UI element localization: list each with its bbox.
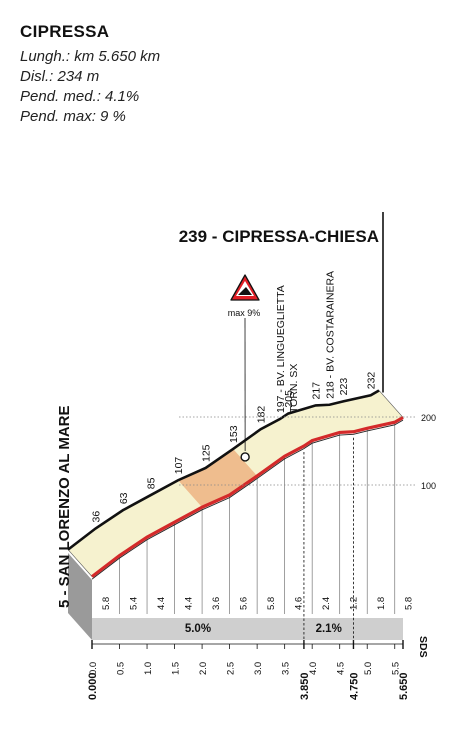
point-label-1: 63 <box>118 492 130 504</box>
segment-gradient-9: 1.2 <box>348 597 359 610</box>
y-tick-label-1: 200 <box>421 413 436 423</box>
marker-dot <box>240 452 250 462</box>
point-label-4: 125 <box>201 444 213 462</box>
segment-gradient-2: 4.4 <box>156 597 167 610</box>
point-label-7: 197 - BV. LINGUEGLIETTA <box>275 285 287 413</box>
start-side-face <box>68 553 92 640</box>
point-label-11: 218 - BV. COSTARAINERA <box>324 271 336 399</box>
x-tick-label-6: 3.0 <box>253 662 264 675</box>
y-tick-label-0: 100 <box>421 481 436 491</box>
length-stat: Lungh.: km 5.650 km <box>20 48 161 65</box>
distance-mark-label-2: 4.750 <box>348 672 360 700</box>
point-label-6: 182 <box>256 406 268 424</box>
climb-info: CIPRESSA Lungh.: km 5.650 km Disl.: 234 … <box>20 22 160 127</box>
road-front-shadow <box>91 419 404 580</box>
road-line <box>67 389 380 551</box>
avg-gradient-stat: Pend. med.: 4.1% <box>20 88 140 105</box>
point-label-2: 85 <box>146 477 158 489</box>
point-label-5: 153 <box>228 425 240 443</box>
x-tick-label-3: 1.5 <box>171 662 182 675</box>
point-label-13: 232 <box>366 372 378 390</box>
segment-gradient-6: 5.8 <box>266 597 277 610</box>
point-label-12: 223 <box>338 378 350 396</box>
road-label: SDS <box>417 636 429 658</box>
warning-icon-slope <box>238 287 252 295</box>
max-gradient-label: max 9% <box>228 308 261 318</box>
distance-mark-label-0: 0.000 <box>87 672 99 700</box>
gradient-bar <box>92 614 403 640</box>
x-tick-label-0: 0.0 <box>88 662 99 675</box>
x-tick-label-9: 4.5 <box>336 662 347 675</box>
distance-mark-label-3: 5.650 <box>398 672 410 700</box>
climb-name: CIPRESSA <box>20 22 110 41</box>
segment-gradient-4: 3.6 <box>211 597 222 610</box>
steep-section <box>178 448 258 508</box>
max-gradient-stat: Pend. max: 9 % <box>20 108 126 125</box>
x-tick-label-4: 2.0 <box>198 662 209 675</box>
point-label-9: 205 <box>283 390 295 408</box>
x-tick-label-5: 2.5 <box>226 662 237 675</box>
section-gradient-1: 2.1% <box>316 623 342 635</box>
distance-mark-label-1: 3.850 <box>299 672 311 700</box>
section-gradient-0: 5.0% <box>185 623 211 635</box>
segment-gradient-3: 4.4 <box>183 597 194 610</box>
segment-gradient-8: 2.4 <box>321 597 332 610</box>
x-tick-label-10: 5.0 <box>363 662 374 675</box>
x-tick-label-7: 3.5 <box>281 662 292 675</box>
point-label-8: TORN. SX <box>288 364 300 413</box>
x-tick-label-11: 5.5 <box>391 662 402 675</box>
point-label-10: 217 <box>311 382 323 400</box>
x-tick-label-2: 1.0 <box>143 662 154 675</box>
segment-gradient-11: 5.8 <box>404 597 415 610</box>
point-label-0: 36 <box>91 511 103 523</box>
climb-stat: Disl.: 234 m <box>20 68 100 85</box>
point-label-3: 107 <box>173 457 185 475</box>
segment-gradient-7: 4.6 <box>293 597 304 610</box>
road-front-edge <box>91 416 404 578</box>
front-face <box>92 417 403 618</box>
segment-gradient-5: 5.6 <box>238 597 249 610</box>
segment-gradient-0: 5.8 <box>101 597 112 610</box>
chart-title: 239 - CIPRESSA-CHIESA <box>179 227 379 246</box>
segment-gradient-1: 5.4 <box>128 597 139 610</box>
start-label: 5 - SAN LORENZO AL MARE <box>56 405 73 608</box>
segment-gradient-10: 1.8 <box>376 597 387 610</box>
x-tick-label-8: 4.0 <box>308 662 319 675</box>
x-tick-label-1: 0.5 <box>116 662 127 675</box>
